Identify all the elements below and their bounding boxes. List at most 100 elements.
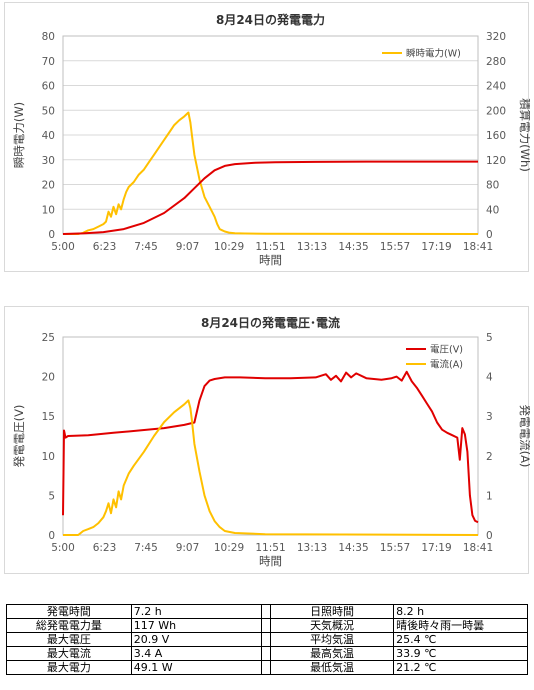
summary-row: 発電時間 7.2 h 日照時間 8.2 h <box>6 604 528 619</box>
summary-value: 8.2 h <box>393 604 528 619</box>
summary-gap <box>261 646 271 661</box>
summary-label: 天気概況 <box>269 618 395 633</box>
y-tick-label: 15 <box>42 411 55 423</box>
y-tick-label: 25 <box>42 332 55 344</box>
x-tick-label: 5:00 <box>51 241 75 253</box>
y-tick-label: 70 <box>42 56 55 68</box>
x-tick-label: 10:29 <box>214 241 244 253</box>
power-chart-svg: 8月24日の発電電力 0 10 20 30 40 50 60 70 80 0 40 80 120 160 20… <box>12 12 530 267</box>
x-tick-label: 6:23 <box>93 542 117 554</box>
y-right-tick-label: 0 <box>486 530 493 542</box>
x-tick-label: 14:35 <box>338 542 368 554</box>
y-right-tick-label: 3 <box>486 411 493 423</box>
x-tick-label: 15:57 <box>380 542 410 554</box>
y-right-tick-label: 160 <box>486 130 506 142</box>
series-line-1 <box>63 111 479 235</box>
chart-title: 8月24日の発電電圧･電流 <box>201 315 340 330</box>
summary-value: 晴後時々雨一時曇 <box>393 618 528 633</box>
y-tick-label: 0 <box>48 229 55 241</box>
voltage-current-chart-svg: 8月24日の発電電圧･電流 0 5 10 15 20 25 0 1 2 3 4 5 5:00 6:23 7:4… <box>12 315 530 568</box>
y-tick-label: 20 <box>42 180 55 192</box>
x-tick-label: 13:13 <box>297 241 327 253</box>
summary-value: 20.9 V <box>130 632 263 647</box>
y-right-tick-label: 200 <box>486 105 506 117</box>
y-right-tick-label: 5 <box>486 332 493 344</box>
y-right-tick-label: 80 <box>486 180 499 192</box>
y-right-tick-label: 280 <box>486 56 506 68</box>
x-tick-label: 15:57 <box>380 241 410 253</box>
legend-label: 瞬時電力(W) <box>406 48 461 60</box>
voltage-current-chart: 8月24日の発電電圧･電流 0 5 10 15 20 25 0 1 2 3 4 5 5:00 6:23 7:4… <box>4 306 530 574</box>
summary-value: 21.2 ℃ <box>393 660 528 675</box>
x-tick-label: 13:13 <box>297 542 327 554</box>
x-tick-label: 11:51 <box>255 542 285 554</box>
summary-label: 最大電力 <box>6 660 132 675</box>
summary-row: 最大電圧 20.9 V 平均気温 25.4 ℃ <box>6 632 528 647</box>
summary-label: 最低気温 <box>269 660 395 675</box>
x-tick-label: 7:45 <box>134 241 158 253</box>
summary-row: 最大電流 3.4 A 最高気温 33.9 ℃ <box>6 646 528 661</box>
y-right-tick-label: 1 <box>486 490 493 502</box>
summary-gap <box>261 618 271 633</box>
summary-label: 発電時間 <box>6 604 132 619</box>
summary-value: 117 Wh <box>130 618 263 633</box>
y-right-tick-label: 320 <box>486 31 506 43</box>
y-tick-label: 50 <box>42 105 55 117</box>
x-tick-label: 7:45 <box>134 542 158 554</box>
chart-title: 8月24日の発電電力 <box>216 12 325 27</box>
y-tick-label: 10 <box>42 451 55 463</box>
summary-row: 総発電電力量 117 Wh 天気概況 晴後時々雨一時曇 <box>6 618 528 633</box>
x-tick-label: 14:35 <box>338 241 368 253</box>
summary-row: 最大電力 49.1 W 最低気温 21.2 ℃ <box>6 660 528 675</box>
summary-label: 最大電流 <box>6 646 132 661</box>
summary-label: 総発電電力量 <box>6 618 132 633</box>
summary-gap <box>261 660 271 675</box>
summary-value: 25.4 ℃ <box>393 632 528 647</box>
y-right-axis-label: 発電電流(A) <box>518 405 530 468</box>
y-axis-label: 発電電圧(V) <box>12 405 26 468</box>
y-right-tick-label: 0 <box>486 229 493 241</box>
y-right-tick-label: 40 <box>486 204 499 216</box>
x-tick-label: 11:51 <box>255 241 285 253</box>
legend-label: 電圧(V) <box>430 345 463 356</box>
series-line-1 <box>62 370 479 524</box>
plot-area <box>62 336 479 536</box>
summary-value: 33.9 ℃ <box>393 646 528 661</box>
y-tick-label: 80 <box>42 31 55 43</box>
power-chart: 8月24日の発電電力 0 10 20 30 40 50 60 70 80 0 40 80 120 160 20… <box>4 2 530 272</box>
y-tick-label: 5 <box>48 490 55 502</box>
x-tick-label: 18:41 <box>463 542 493 554</box>
y-right-tick-label: 2 <box>486 451 493 463</box>
x-tick-label: 9:07 <box>176 542 200 554</box>
summary-value: 3.4 A <box>130 646 263 661</box>
y-tick-label: 0 <box>48 530 55 542</box>
x-tick-label: 17:19 <box>421 542 451 554</box>
series-line-2 <box>63 399 479 536</box>
x-axis-label: 時間 <box>259 554 282 568</box>
x-tick-label: 6:23 <box>93 241 117 253</box>
summary-label: 最大電圧 <box>6 632 132 647</box>
summary-value: 49.1 W <box>130 660 263 675</box>
summary-label: 最高気温 <box>269 646 395 661</box>
series-line-2 <box>62 160 478 235</box>
y-tick-label: 30 <box>42 155 55 167</box>
x-axis-label: 時間 <box>259 253 282 267</box>
x-tick-label: 5:00 <box>51 542 75 554</box>
y-right-tick-label: 240 <box>486 81 506 93</box>
y-tick-label: 40 <box>42 130 55 142</box>
x-tick-label: 17:19 <box>421 241 451 253</box>
y-tick-label: 10 <box>42 204 55 216</box>
summary-label: 日照時間 <box>269 604 395 619</box>
y-right-axis-label: 積算電力(Wh) <box>518 98 530 172</box>
summary-table: 発電時間 7.2 h 日照時間 8.2 h 総発電電力量 117 Wh 天気概況 晴後時々雨一… <box>6 604 528 675</box>
summary-gap <box>261 604 271 619</box>
y-tick-label: 20 <box>42 372 55 384</box>
x-tick-label: 9:07 <box>176 241 200 253</box>
summary-value: 7.2 h <box>130 604 263 619</box>
y-axis-label: 瞬時電力(W) <box>12 102 26 168</box>
y-tick-label: 60 <box>42 81 55 93</box>
y-right-tick-label: 4 <box>486 372 493 384</box>
x-tick-label: 18:41 <box>463 241 493 253</box>
summary-label: 平均気温 <box>269 632 395 647</box>
y-right-tick-label: 120 <box>486 155 506 167</box>
